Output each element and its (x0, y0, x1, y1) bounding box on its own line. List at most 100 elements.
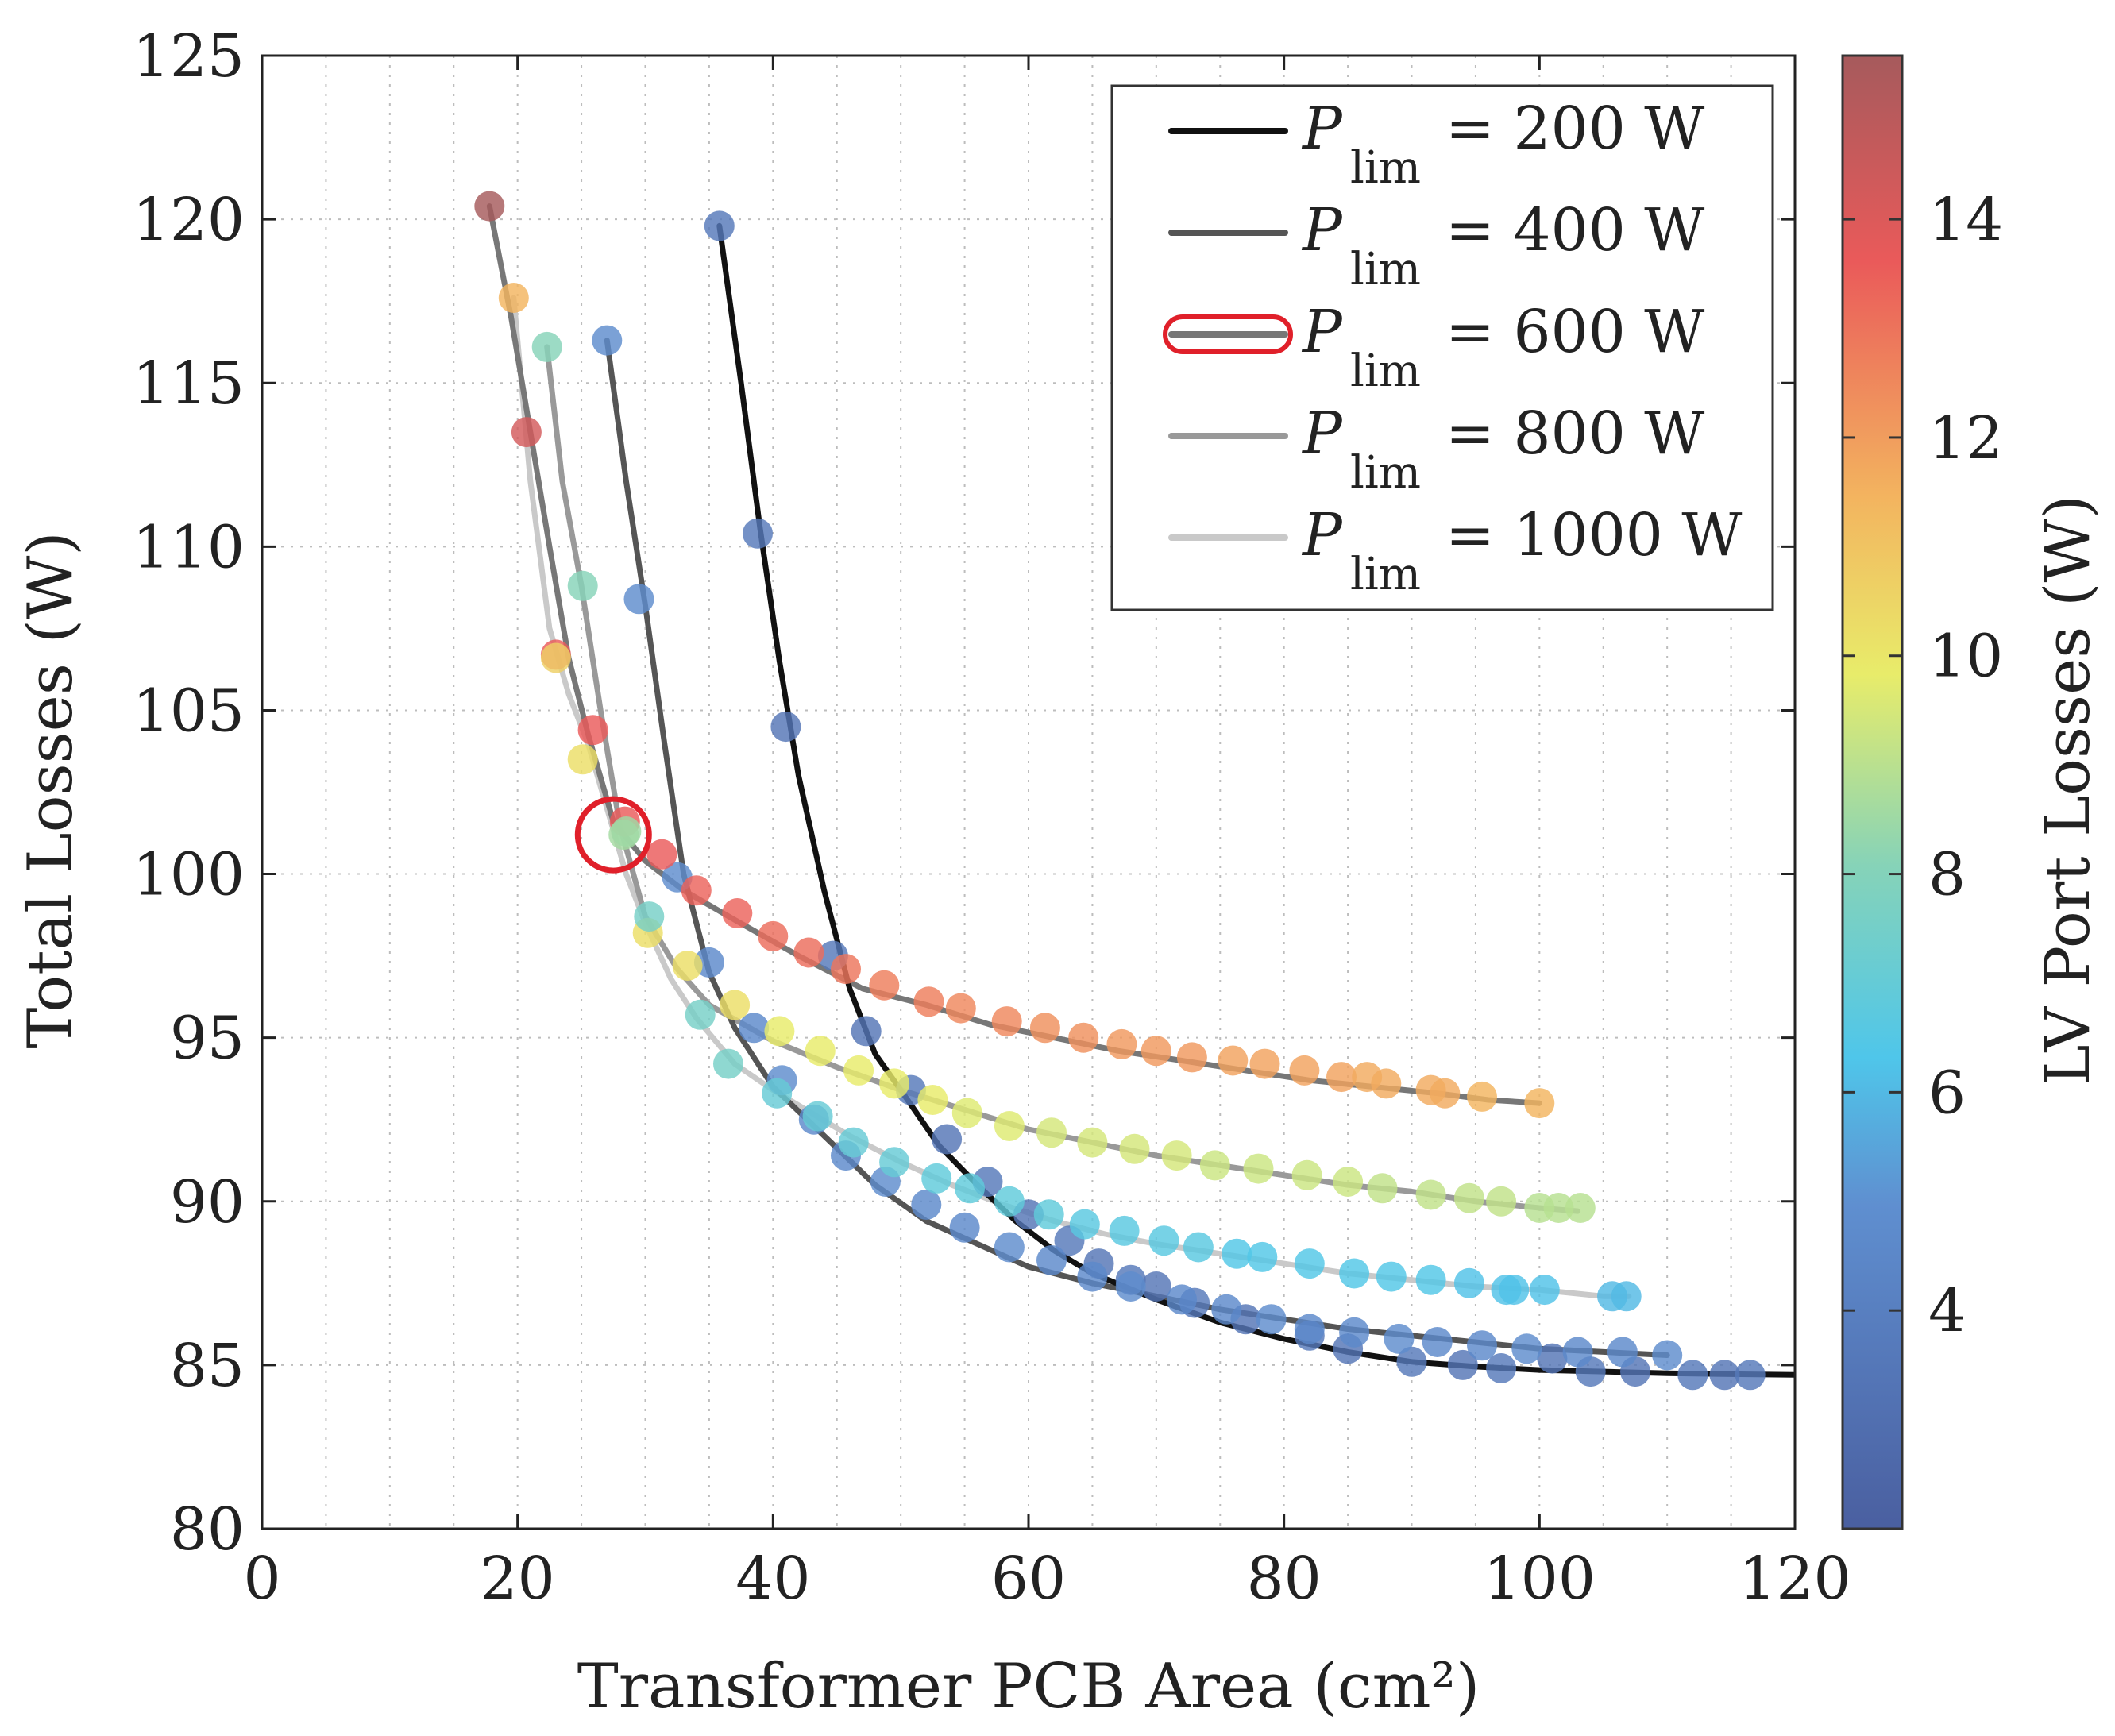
data-point (722, 898, 753, 928)
x-tick-label: 0 (243, 1545, 280, 1613)
data-point (991, 1006, 1022, 1037)
data-point (762, 1078, 793, 1109)
data-point (1422, 1327, 1453, 1357)
data-point (1607, 1337, 1638, 1368)
highlight-marker (574, 796, 652, 874)
data-point (1430, 1078, 1461, 1109)
colorbar-tick-label: 10 (1928, 623, 2003, 691)
data-point (994, 1186, 1025, 1217)
data-point (685, 999, 716, 1030)
data-point (1077, 1261, 1108, 1292)
data-point (1486, 1353, 1517, 1383)
data-point (577, 715, 608, 746)
data-point (1222, 1238, 1252, 1269)
data-point (681, 875, 712, 906)
x-tick-label: 20 (481, 1545, 555, 1613)
data-point (1396, 1346, 1427, 1377)
y-tick-label: 100 (133, 841, 245, 909)
legend-equation: = 200 W (1445, 95, 1704, 163)
data-point (1036, 1117, 1067, 1148)
data-point (1384, 1323, 1415, 1354)
data-point (540, 642, 571, 673)
data-point (1247, 1241, 1278, 1272)
data-point (611, 816, 642, 847)
x-tick-label: 120 (1739, 1545, 1851, 1613)
data-point (1376, 1261, 1407, 1292)
data-point (1524, 1088, 1555, 1119)
data-point (1033, 1199, 1064, 1230)
data-point (1291, 1159, 1322, 1190)
data-point (1243, 1153, 1274, 1184)
legend-equation: = 400 W (1445, 196, 1704, 264)
data-point (1339, 1258, 1370, 1289)
legend-highlight-symbol (1163, 314, 1293, 354)
data-point (1333, 1167, 1364, 1197)
data-point (1735, 1360, 1766, 1391)
data-point (1511, 1333, 1542, 1364)
data-point (869, 970, 900, 1001)
data-point (764, 1016, 795, 1047)
data-point (1339, 1317, 1370, 1348)
data-point (1068, 1022, 1099, 1053)
data-point (531, 331, 562, 362)
y-tick-label: 115 (133, 349, 245, 418)
data-point (994, 1111, 1025, 1141)
data-point (1176, 1042, 1207, 1073)
y-tick-label: 85 (170, 1332, 245, 1400)
data-point (567, 744, 598, 775)
data-point (1467, 1081, 1497, 1112)
y-tick-label: 95 (170, 1005, 245, 1073)
data-point (1565, 1193, 1596, 1223)
legend-subscript: lim (1350, 142, 1421, 194)
data-point (743, 518, 773, 549)
data-point (913, 986, 944, 1017)
data-point (805, 1036, 836, 1067)
data-point (1077, 1127, 1108, 1158)
data-point (949, 1212, 980, 1243)
data-point (1294, 1314, 1325, 1344)
y-tick-label: 120 (133, 186, 245, 254)
data-point (911, 1189, 942, 1220)
data-points (474, 191, 1766, 1391)
x-tick-label: 60 (991, 1545, 1066, 1613)
data-point (932, 1124, 963, 1155)
data-point (1367, 1173, 1398, 1204)
data-point (646, 839, 677, 870)
data-point (1183, 1232, 1214, 1263)
data-point (1677, 1360, 1708, 1391)
data-point (951, 1098, 982, 1128)
data-point (713, 1048, 743, 1079)
legend-subscript: lim (1350, 244, 1421, 295)
data-point (1211, 1294, 1242, 1325)
data-point (1499, 1275, 1530, 1306)
data-point (793, 937, 824, 968)
data-point (592, 325, 623, 356)
y-tick-label: 125 (133, 22, 245, 91)
data-point (1289, 1055, 1320, 1086)
data-point (1652, 1340, 1683, 1371)
data-point (739, 1013, 770, 1044)
data-point (1140, 1271, 1171, 1302)
legend-symbol: P (1301, 95, 1343, 163)
data-point (758, 920, 789, 951)
data-point (1249, 1048, 1280, 1079)
data-point (1148, 1225, 1179, 1256)
data-point (1140, 1036, 1171, 1067)
data-point (1415, 1179, 1446, 1210)
legend-equation: = 1000 W (1445, 501, 1742, 569)
legend-equation: = 800 W (1445, 399, 1704, 468)
legend-subscript: lim (1350, 447, 1421, 499)
x-axis-label: Transformer PCB Area (cm²) (577, 1651, 1480, 1722)
data-point (1029, 1013, 1060, 1044)
data-point (955, 1173, 985, 1204)
data-point (1447, 1349, 1478, 1380)
legend-symbol: P (1301, 501, 1343, 569)
data-point (623, 584, 654, 615)
x-tick-label: 100 (1484, 1545, 1596, 1613)
data-point (1218, 1045, 1249, 1076)
data-point (1611, 1281, 1642, 1312)
x-tick-label: 40 (735, 1545, 810, 1613)
data-point (1709, 1360, 1740, 1391)
legend-symbol: P (1301, 298, 1343, 366)
